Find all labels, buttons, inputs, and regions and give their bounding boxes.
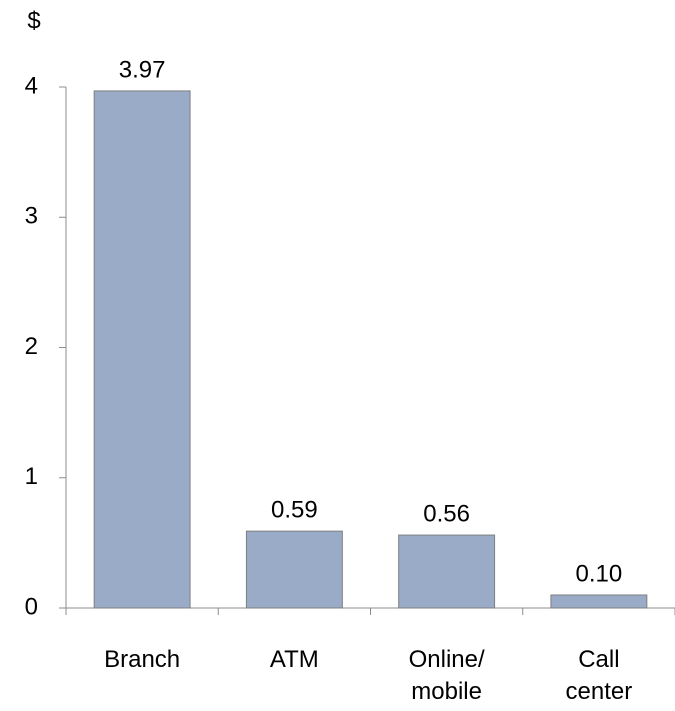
value-label: 3.97 xyxy=(119,56,166,83)
x-tick-label: ATM xyxy=(269,646,319,673)
value-label: 0.10 xyxy=(576,560,623,587)
y-tick-label: 2 xyxy=(25,333,38,360)
y-tick-label: 3 xyxy=(25,203,38,230)
bar xyxy=(398,534,496,609)
bar xyxy=(550,594,648,609)
y-tick-label: 4 xyxy=(25,72,38,99)
x-tick-label: Online/ mobile xyxy=(408,646,485,705)
x-tick-label: Branch xyxy=(104,646,181,673)
y-tick-label: 0 xyxy=(25,593,38,620)
bar xyxy=(93,90,191,609)
x-tick-label: Call center xyxy=(565,646,633,705)
value-label: 0.56 xyxy=(423,500,470,527)
value-label: 0.59 xyxy=(271,496,318,523)
y-tick-label: 1 xyxy=(25,463,38,490)
y-axis-label: $ xyxy=(27,7,40,34)
bar xyxy=(245,530,343,609)
